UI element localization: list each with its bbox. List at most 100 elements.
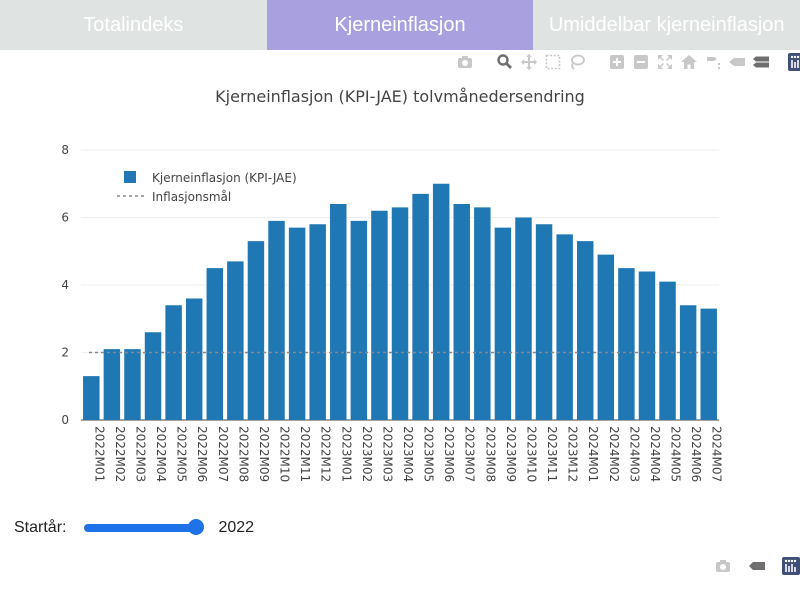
x-tick-label: 2022M03 bbox=[133, 426, 147, 482]
bar[interactable] bbox=[515, 217, 532, 421]
bar[interactable] bbox=[432, 183, 450, 420]
bar[interactable] bbox=[227, 261, 244, 420]
x-tick-label: 2023M09 bbox=[504, 426, 518, 482]
x-tick-label: 2023M02 bbox=[360, 426, 374, 482]
y-tick-label: 0 bbox=[61, 413, 69, 427]
legend-swatch-bars bbox=[124, 171, 136, 183]
camera-icon[interactable] bbox=[456, 53, 474, 71]
start-year-label: Startår: bbox=[14, 519, 67, 536]
bar[interactable] bbox=[391, 207, 409, 420]
x-tick-label: 2023M01 bbox=[339, 426, 353, 482]
x-tick-label: 2024M06 bbox=[689, 426, 703, 482]
spike-lines-icon[interactable] bbox=[704, 53, 722, 71]
x-tick-label: 2023M03 bbox=[380, 426, 394, 482]
chart-modebar bbox=[456, 53, 800, 71]
hover-closest-icon[interactable] bbox=[728, 53, 746, 71]
bar[interactable] bbox=[453, 204, 470, 420]
bar[interactable] bbox=[638, 271, 656, 421]
x-tick-label: 2024M07 bbox=[710, 426, 724, 482]
x-tick-label: 2022M07 bbox=[216, 426, 230, 482]
bar[interactable] bbox=[124, 349, 141, 420]
bar[interactable] bbox=[144, 332, 162, 420]
pan-icon[interactable] bbox=[520, 53, 538, 71]
x-tick-label: 2024M04 bbox=[648, 426, 662, 482]
slider-fill bbox=[84, 524, 197, 532]
x-tick-label: 2024M05 bbox=[669, 426, 683, 482]
camera-icon[interactable] bbox=[714, 557, 732, 575]
bar[interactable] bbox=[268, 220, 285, 420]
bar[interactable] bbox=[659, 281, 676, 420]
bar[interactable] bbox=[371, 210, 388, 420]
x-tick-label: 2022M12 bbox=[319, 426, 333, 482]
x-tick-label: 2024M03 bbox=[627, 426, 641, 482]
start-year-value: 2022 bbox=[218, 519, 255, 536]
slider-thumb[interactable] bbox=[188, 519, 205, 535]
bar[interactable] bbox=[330, 204, 347, 420]
x-tick-label: 2023M08 bbox=[483, 426, 497, 482]
bar[interactable] bbox=[288, 227, 306, 420]
tab-kjerneinflasjon[interactable]: Kjerneinflasjon bbox=[266, 0, 534, 50]
bar[interactable] bbox=[556, 234, 573, 420]
x-axis-ticks: 2022M01 2022M02 2022M03 2022M04 2022M05 2022M… bbox=[92, 426, 723, 482]
x-tick-label: 2022M11 bbox=[298, 426, 312, 482]
box-select-icon[interactable] bbox=[544, 53, 562, 71]
start-year-control: Startår: 2022 bbox=[14, 516, 254, 540]
plotly-logo-icon[interactable] bbox=[788, 53, 800, 71]
y-tick-label: 4 bbox=[61, 278, 69, 292]
hover-icon[interactable] bbox=[748, 557, 766, 575]
bar[interactable] bbox=[576, 241, 594, 420]
bar[interactable] bbox=[474, 207, 491, 420]
bar[interactable] bbox=[597, 254, 615, 420]
zoom-out-icon[interactable] bbox=[632, 53, 650, 71]
x-tick-label: 2022M06 bbox=[195, 426, 209, 482]
x-tick-label: 2023M10 bbox=[524, 426, 538, 482]
y-tick-label: 8 bbox=[61, 143, 69, 157]
bar[interactable] bbox=[247, 241, 265, 420]
bar[interactable] bbox=[618, 268, 635, 420]
chart-title: Kjerneinflasjon (KPI-JAE) tolvmånedersen… bbox=[215, 87, 585, 106]
x-tick-label: 2023M06 bbox=[442, 426, 456, 482]
x-tick-label: 2022M09 bbox=[257, 426, 271, 482]
bar[interactable] bbox=[185, 298, 203, 421]
bar[interactable] bbox=[83, 376, 100, 420]
legend[interactable]: Kjerneinflasjon (KPI-JAE) Inflasjonsmål bbox=[117, 171, 297, 204]
x-tick-label: 2023M04 bbox=[401, 426, 415, 482]
autoscale-icon[interactable] bbox=[656, 53, 674, 71]
bars bbox=[83, 183, 717, 421]
start-year-slider[interactable] bbox=[84, 519, 205, 535]
x-tick-label: 2022M04 bbox=[154, 426, 168, 482]
plotly-logo-icon[interactable] bbox=[782, 557, 800, 575]
x-tick-label: 2022M08 bbox=[236, 426, 250, 482]
inflation-chart: Kjerneinflasjon (KPI-JAE) tolvmånedersen… bbox=[61, 87, 723, 482]
bar[interactable] bbox=[206, 268, 224, 420]
bar[interactable] bbox=[350, 220, 368, 420]
x-tick-label: 2023M12 bbox=[566, 426, 580, 482]
x-tick-label: 2023M11 bbox=[545, 426, 559, 482]
y-tick-label: 6 bbox=[61, 211, 69, 225]
tab-umiddelbar-kjerneinflasjon[interactable]: Umiddelbar kjerneinflasjon bbox=[533, 0, 800, 50]
lasso-icon[interactable] bbox=[568, 53, 586, 71]
bar[interactable] bbox=[494, 227, 512, 420]
legend-item-bars[interactable]: Kjerneinflasjon (KPI-JAE) bbox=[152, 171, 297, 185]
home-icon[interactable] bbox=[680, 53, 698, 71]
bar[interactable] bbox=[535, 224, 553, 420]
legend-item-target[interactable]: Inflasjonsmål bbox=[152, 190, 231, 204]
bar[interactable] bbox=[679, 305, 697, 420]
zoom-in-icon[interactable] bbox=[608, 53, 626, 71]
x-tick-label: 2022M02 bbox=[113, 426, 127, 482]
bar[interactable] bbox=[165, 305, 182, 420]
bottom-modebar bbox=[714, 557, 800, 575]
bar[interactable] bbox=[412, 193, 429, 420]
x-tick-label: 2022M10 bbox=[278, 426, 292, 482]
zoom-icon[interactable] bbox=[496, 53, 514, 71]
x-tick-label: 2022M01 bbox=[92, 426, 106, 482]
hover-compare-icon[interactable] bbox=[752, 53, 770, 71]
bar[interactable] bbox=[700, 308, 717, 420]
x-tick-label: 2023M07 bbox=[463, 426, 477, 482]
x-tick-label: 2024M02 bbox=[607, 426, 621, 482]
tab-totalindeks[interactable]: Totalindeks bbox=[0, 0, 267, 50]
bar[interactable] bbox=[103, 349, 121, 420]
bar[interactable] bbox=[309, 224, 326, 420]
x-tick-label: 2022M05 bbox=[175, 426, 189, 482]
tab-bar: Totalindeks Kjerneinflasjon Umiddelbar k… bbox=[0, 0, 800, 50]
